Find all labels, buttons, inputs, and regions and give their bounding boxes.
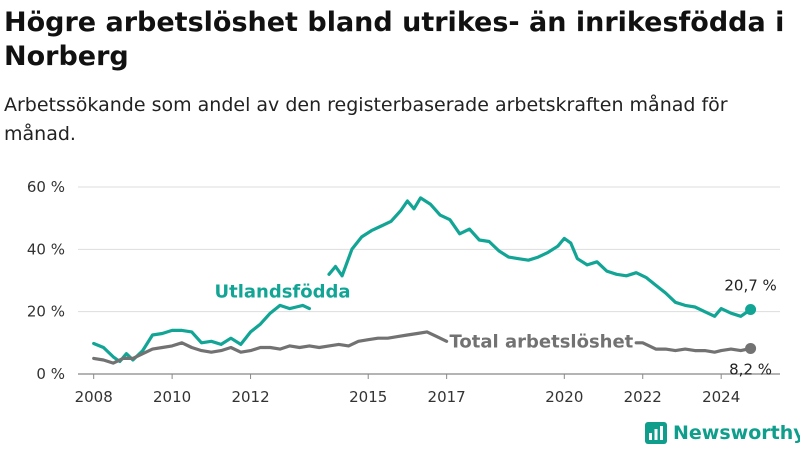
y-tick-label: 20 %	[27, 303, 65, 321]
brand-name: Newsworthy	[673, 422, 800, 444]
chart-subtitle: Arbetssökande som andel av den registerb…	[4, 94, 728, 145]
foreign-born-series-label: Utlandsfödda	[214, 282, 350, 303]
x-tick-label: 2022	[624, 388, 662, 406]
grid-lines	[78, 186, 780, 375]
x-tick-label: 2020	[545, 388, 583, 406]
y-tick-label: 0 %	[36, 365, 65, 383]
y-tick-label: 40 %	[27, 240, 65, 258]
total-end-point	[745, 342, 757, 354]
chart-logo-icon	[645, 422, 667, 444]
series-labels: 20,7 % 8,2 % Utlandsfödda Total arbetslöshe…	[214, 276, 776, 378]
newsworthy-logo: Newsworthy	[645, 419, 800, 447]
y-tick-label: 60 %	[27, 178, 65, 196]
x-tick-label: 2024	[702, 388, 740, 406]
chart-title: Högre arbetslöshet bland utrikes- än inr…	[4, 7, 785, 72]
series-lines	[92, 196, 757, 365]
y-axis-ticks: 0 % 20 % 40 % 60 %	[27, 178, 65, 383]
foreign-born-line	[92, 196, 753, 364]
total-series-label: Total arbetslöshet	[450, 332, 634, 353]
x-tick-label: 2012	[231, 388, 269, 406]
x-axis-ticks: 2008 2010 2012 2015 2017 2020 2022 2024	[75, 374, 740, 406]
total-unemployment-line	[92, 330, 753, 365]
foreign-born-end-point	[745, 303, 757, 315]
x-tick-label: 2017	[428, 388, 466, 406]
foreign-born-end-label: 20,7 %	[724, 276, 776, 294]
total-end-label: 8,2 %	[729, 360, 772, 378]
x-tick-label: 2010	[153, 388, 191, 406]
x-tick-label: 2015	[349, 388, 387, 406]
x-tick-label: 2008	[75, 388, 113, 406]
